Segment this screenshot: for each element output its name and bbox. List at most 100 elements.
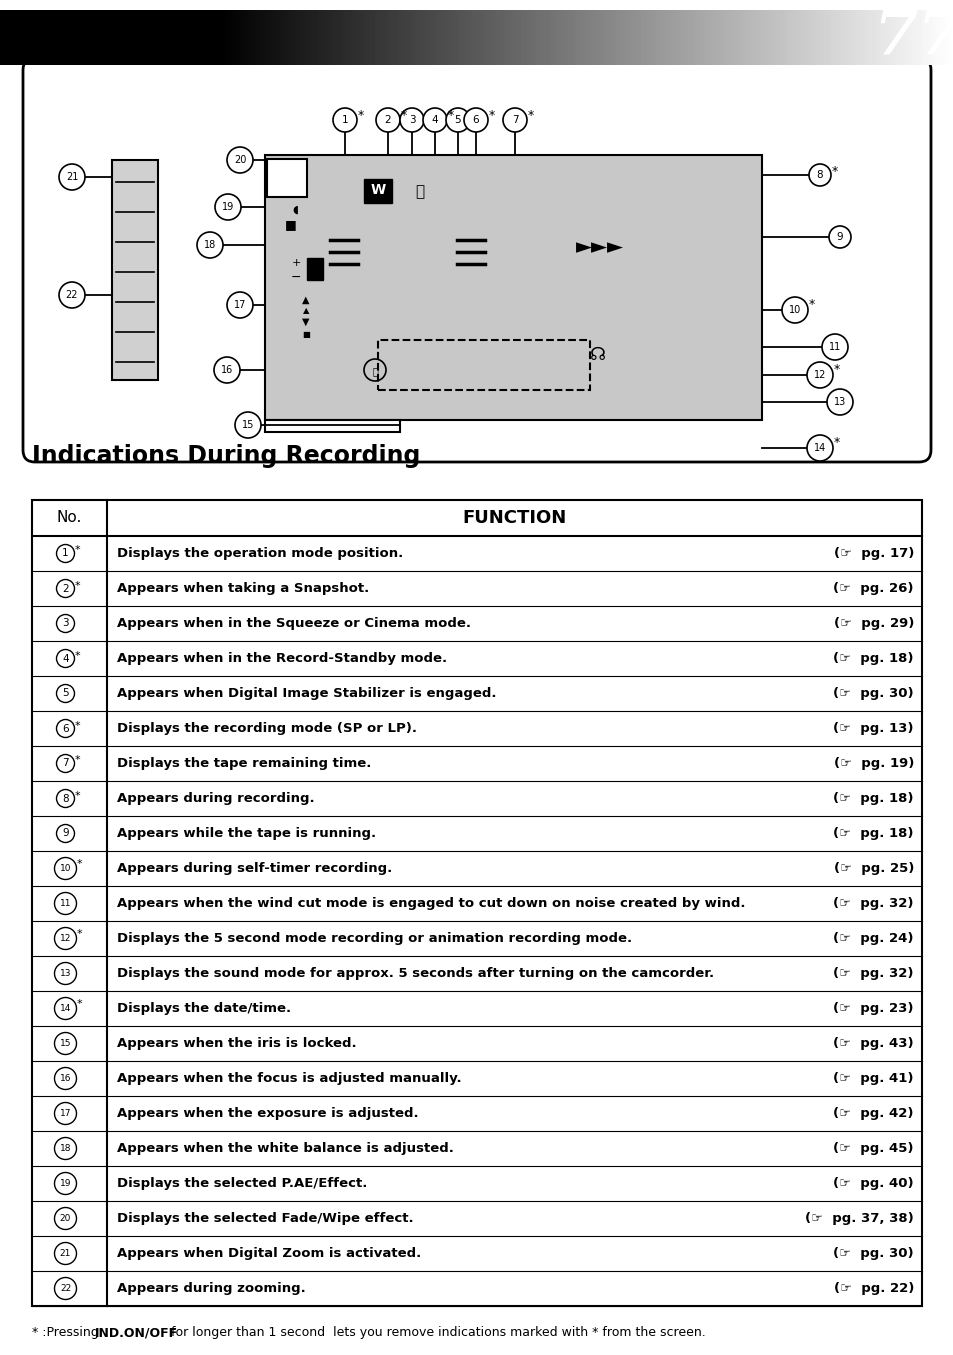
- Text: 📹: 📹: [415, 184, 424, 199]
- Text: 5: 5: [62, 688, 69, 698]
- Text: Appears during self-timer recording.: Appears during self-timer recording.: [117, 862, 392, 875]
- Text: 21: 21: [60, 1249, 71, 1257]
- Bar: [112, 160, 158, 379]
- Text: *: *: [833, 436, 840, 449]
- Text: 12: 12: [813, 370, 825, 379]
- Text: 18: 18: [60, 1144, 71, 1153]
- Circle shape: [56, 649, 74, 668]
- Circle shape: [227, 291, 253, 318]
- Text: (☞  pg. 30): (☞ pg. 30): [833, 1247, 913, 1260]
- Text: Displays the selected P.AE/Effect.: Displays the selected P.AE/Effect.: [117, 1177, 367, 1190]
- Text: (☞  pg. 25): (☞ pg. 25): [833, 862, 913, 875]
- Text: ►►►: ►►►: [576, 237, 623, 257]
- Circle shape: [54, 1103, 76, 1125]
- Text: 4: 4: [62, 653, 69, 664]
- Text: 3: 3: [62, 618, 69, 629]
- Text: 9: 9: [62, 828, 69, 839]
- Text: 18: 18: [204, 240, 216, 251]
- FancyBboxPatch shape: [23, 58, 930, 462]
- Text: Appears when the focus is adjusted manually.: Appears when the focus is adjusted manua…: [117, 1072, 461, 1085]
- Text: 4: 4: [432, 115, 437, 125]
- Circle shape: [826, 389, 852, 415]
- Circle shape: [54, 1172, 76, 1195]
- Text: *: *: [489, 108, 495, 122]
- Text: 21: 21: [66, 172, 78, 182]
- Text: Displays the tape remaining time.: Displays the tape remaining time.: [117, 757, 371, 770]
- Text: 1: 1: [341, 115, 348, 125]
- Text: 13: 13: [833, 397, 845, 406]
- Text: Appears when the wind cut mode is engaged to cut down on noise created by wind.: Appears when the wind cut mode is engage…: [117, 897, 744, 911]
- Text: (☞  pg. 32): (☞ pg. 32): [833, 897, 913, 911]
- Text: 16: 16: [221, 364, 233, 375]
- Text: *: *: [74, 721, 80, 730]
- Text: 22: 22: [60, 1285, 71, 1293]
- Circle shape: [502, 108, 526, 131]
- Text: 2: 2: [384, 115, 391, 125]
- Text: *: *: [400, 108, 407, 122]
- Circle shape: [54, 1033, 76, 1054]
- Circle shape: [828, 226, 850, 248]
- Text: *: *: [74, 546, 80, 556]
- Text: ■: ■: [302, 329, 310, 339]
- Bar: [265, 154, 761, 420]
- Text: (☞  pg. 18): (☞ pg. 18): [833, 827, 913, 840]
- Text: IND.ON/OFF: IND.ON/OFF: [95, 1327, 178, 1339]
- Circle shape: [54, 1243, 76, 1264]
- Text: 13: 13: [60, 969, 71, 978]
- Circle shape: [56, 755, 74, 772]
- Text: (☞  pg. 18): (☞ pg. 18): [833, 652, 913, 665]
- Text: Appears during recording.: Appears during recording.: [117, 793, 314, 805]
- Text: *: *: [357, 108, 364, 122]
- Text: 19: 19: [222, 202, 233, 211]
- Text: ▲: ▲: [302, 306, 309, 316]
- Text: 7: 7: [511, 115, 517, 125]
- Text: FUNCTION: FUNCTION: [462, 509, 566, 527]
- Text: (☞  pg. 29): (☞ pg. 29): [833, 617, 913, 630]
- Text: 15: 15: [60, 1039, 71, 1047]
- Circle shape: [422, 108, 447, 131]
- Text: Appears when Digital Zoom is activated.: Appears when Digital Zoom is activated.: [117, 1247, 421, 1260]
- Text: ⌚: ⌚: [372, 366, 377, 375]
- Text: +: +: [291, 257, 300, 268]
- Text: ■: ■: [285, 218, 296, 232]
- Circle shape: [56, 720, 74, 737]
- Circle shape: [54, 893, 76, 915]
- Circle shape: [227, 146, 253, 173]
- Text: (☞  pg. 30): (☞ pg. 30): [833, 687, 913, 701]
- Text: 14: 14: [813, 443, 825, 453]
- Text: Appears when Digital Image Stabilizer is engaged.: Appears when Digital Image Stabilizer is…: [117, 687, 496, 701]
- Text: (☞  pg. 22): (☞ pg. 22): [833, 1282, 913, 1295]
- Circle shape: [781, 297, 807, 322]
- Text: *: *: [74, 790, 80, 801]
- Bar: [307, 257, 323, 280]
- Text: (☞  pg. 26): (☞ pg. 26): [833, 583, 913, 595]
- Circle shape: [54, 962, 76, 985]
- Circle shape: [234, 412, 261, 438]
- Circle shape: [56, 824, 74, 843]
- Text: *: *: [527, 108, 534, 122]
- Circle shape: [56, 684, 74, 702]
- Text: (☞  pg. 19): (☞ pg. 19): [833, 757, 913, 770]
- Text: 20: 20: [233, 154, 246, 165]
- Text: 10: 10: [60, 864, 71, 873]
- Circle shape: [806, 435, 832, 461]
- Text: Appears when the white balance is adjusted.: Appears when the white balance is adjust…: [117, 1142, 454, 1154]
- Text: 1: 1: [62, 549, 69, 558]
- Text: Displays the date/time.: Displays the date/time.: [117, 1001, 291, 1015]
- Text: *: *: [76, 999, 82, 1008]
- Text: 2: 2: [62, 584, 69, 593]
- Text: *: *: [74, 756, 80, 766]
- Text: 9: 9: [836, 232, 842, 243]
- Text: Displays the recording mode (SP or LP).: Displays the recording mode (SP or LP).: [117, 722, 416, 734]
- Circle shape: [59, 282, 85, 308]
- Circle shape: [446, 108, 470, 131]
- Text: *: *: [448, 108, 454, 122]
- Circle shape: [59, 164, 85, 190]
- Text: 3: 3: [408, 115, 415, 125]
- Text: 19: 19: [60, 1179, 71, 1188]
- Text: Indications During Recording: Indications During Recording: [32, 444, 420, 467]
- Text: 11: 11: [60, 898, 71, 908]
- Circle shape: [54, 1137, 76, 1160]
- Text: ☊: ☊: [589, 346, 605, 364]
- Text: 11: 11: [828, 341, 841, 352]
